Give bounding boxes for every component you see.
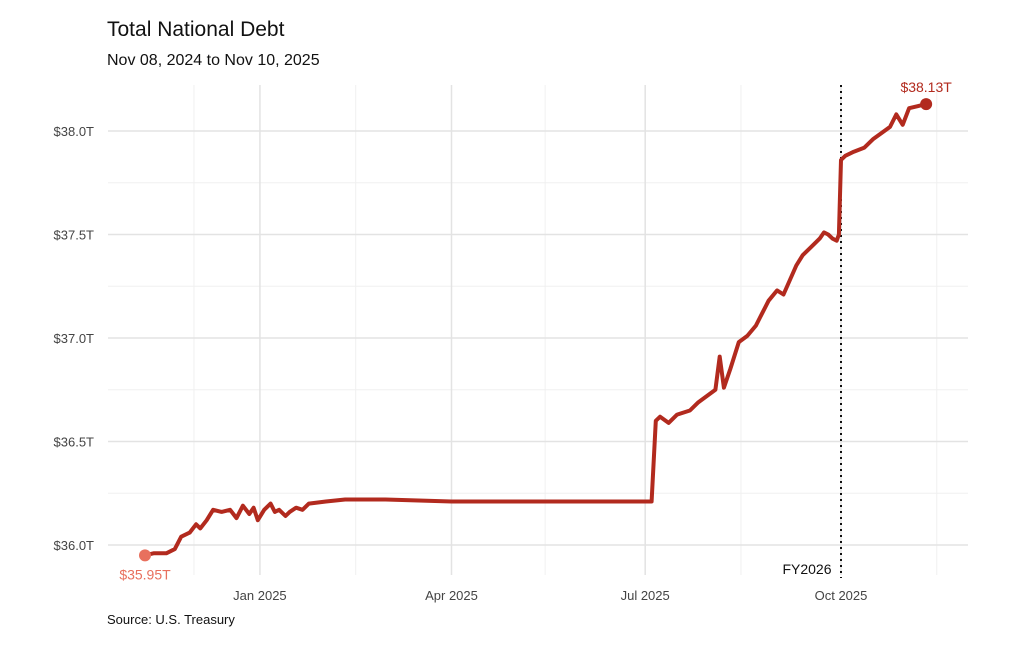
chart-subtitle: Nov 08, 2024 to Nov 10, 2025 [107, 52, 320, 69]
end-label: $38.13T [900, 79, 952, 95]
y-tick-label: $36.0T [54, 538, 95, 553]
x-tick-label: Oct 2025 [815, 588, 868, 603]
fy2026-marker-label: FY2026 [782, 561, 831, 577]
y-tick-label: $37.5T [54, 228, 95, 243]
y-tick-label: $37.0T [54, 331, 95, 346]
x-axis: Jan 2025 Apr 2025 Jul 2025 Oct 2025 [233, 588, 867, 603]
grid-major [108, 85, 968, 575]
start-label: $35.95T [119, 566, 171, 582]
y-tick-label: $36.5T [54, 435, 95, 450]
x-tick-label: Jan 2025 [233, 588, 287, 603]
debt-series-line [143, 102, 929, 558]
x-tick-label: Apr 2025 [425, 588, 478, 603]
grid-minor [108, 85, 968, 575]
end-point [920, 98, 933, 111]
source-note: Source: U.S. Treasury [107, 612, 235, 627]
chart-title: Total National Debt [107, 18, 285, 41]
y-axis: $36.0T $36.5T $37.0T $37.5T $38.0T [54, 124, 95, 553]
y-tick-label: $38.0T [54, 124, 95, 139]
start-point [139, 549, 151, 562]
x-tick-label: Jul 2025 [621, 588, 670, 603]
